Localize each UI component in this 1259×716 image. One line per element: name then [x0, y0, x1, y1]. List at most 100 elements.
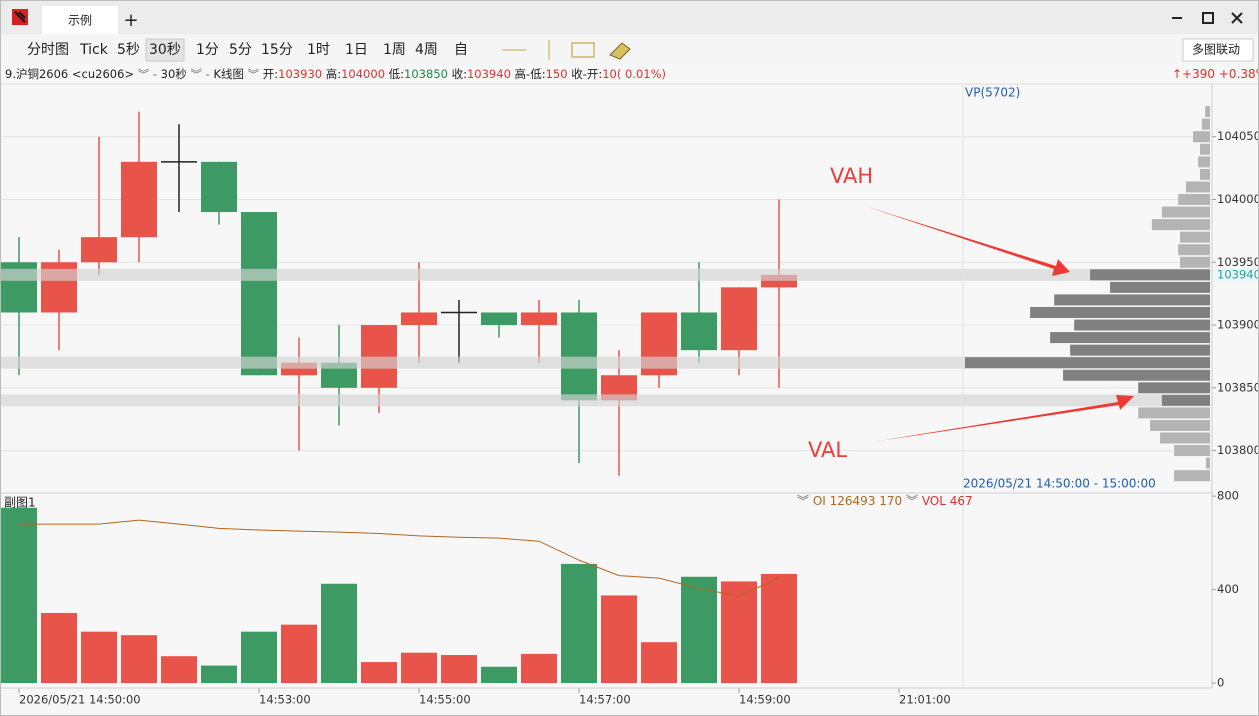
volume-bar	[201, 665, 237, 684]
candle-body	[721, 287, 757, 351]
period-button[interactable]: 5秒	[117, 42, 140, 58]
sync-button[interactable]	[1182, 38, 1254, 62]
vp-bar	[1150, 419, 1210, 431]
period-button[interactable]: 1时	[307, 42, 330, 58]
vp-bar	[1030, 306, 1210, 318]
volume-bar	[361, 662, 397, 684]
x-tick-label: 14:57:00	[579, 693, 631, 707]
vp-bar	[1110, 281, 1210, 293]
vp-label: VP(5702)	[965, 86, 1020, 100]
volume-bar	[761, 573, 797, 684]
vp-bar	[1174, 445, 1210, 457]
info-line: 9.沪铜2606 <cu2606> ︾ - 30秒 ︾ - K线图 ︾ 开:10…	[5, 67, 666, 81]
volume-bar	[521, 653, 557, 684]
period-button[interactable]: 5分	[229, 42, 252, 58]
volume-bar	[721, 581, 757, 684]
vp-bar	[1178, 244, 1210, 256]
volume-bar	[601, 595, 637, 684]
volume-chart: 0 400 800	[1, 489, 1239, 690]
period-button[interactable]: 自	[454, 42, 468, 58]
change-value: ↑+390	[1172, 67, 1215, 81]
y-tick-label: 103900	[1217, 318, 1259, 332]
vp-bar	[1178, 193, 1210, 205]
field-label: 收:	[452, 67, 467, 81]
y-tick-label: 103950	[1217, 255, 1259, 269]
eraser-tool[interactable]	[609, 42, 631, 60]
icon: ︾ -	[187, 67, 214, 81]
x-tick-label: 2026/05/21 14:50:00	[19, 693, 141, 707]
field-value: 103940	[467, 67, 511, 81]
vp-bar	[1151, 219, 1210, 231]
y-tick-label: 0	[1217, 676, 1224, 690]
symbol: 9.沪铜2606 <cu2606>	[5, 67, 134, 81]
period-button[interactable]: 4周	[415, 42, 438, 58]
legend-name: VOL	[922, 494, 946, 508]
period-button[interactable]: 1分	[196, 42, 219, 58]
candle-body	[201, 161, 237, 213]
vp-bar	[1070, 344, 1210, 356]
period-button[interactable]: 1日	[345, 42, 368, 58]
volume-bar	[401, 652, 437, 684]
tab[interactable]	[42, 6, 118, 34]
candle-body	[481, 312, 517, 326]
vp-bar	[1192, 131, 1210, 143]
legend-value: 126493 170	[830, 494, 903, 508]
period-button[interactable]: 1周	[383, 42, 406, 58]
volume-bar	[41, 612, 77, 684]
vp-bar	[1160, 432, 1210, 444]
vp-bar	[1161, 394, 1210, 406]
field-label: 高-低:	[515, 67, 546, 81]
candle-body	[361, 325, 397, 388]
vp-bar	[1090, 269, 1210, 281]
volume-bar	[1, 507, 37, 684]
volume-bar	[481, 666, 517, 684]
y-tick-label: 104050	[1217, 129, 1259, 143]
candle-body	[81, 237, 117, 263]
volume-bar	[641, 642, 677, 684]
field-value: 150	[546, 67, 568, 81]
period-button[interactable]: 分时图	[27, 42, 69, 58]
field-label: 低:	[389, 67, 404, 81]
change: ↑+390 +0.38%	[1172, 67, 1259, 81]
vp-bar	[1161, 206, 1210, 218]
last-price: 103940	[1217, 267, 1259, 281]
icon: ︾ -	[134, 67, 161, 81]
vp-bar	[1074, 319, 1210, 331]
x-tick-label: 21:01:00	[899, 693, 951, 707]
volume-bar	[81, 631, 117, 684]
title-bar	[0, 0, 1259, 34]
y-tick-label: 103850	[1217, 380, 1259, 394]
sync-label[interactable]: 多图联动	[1192, 43, 1240, 57]
field-label: 收-开:	[571, 67, 602, 81]
vp-bar	[965, 357, 1210, 369]
close[interactable]	[1231, 12, 1243, 24]
rect-tool[interactable]	[571, 42, 595, 58]
vah-band	[0, 268, 1210, 281]
vp-bar	[1180, 231, 1210, 243]
field-value: 103930	[278, 67, 322, 81]
field-value: 103850	[404, 67, 448, 81]
volume-bar	[281, 624, 317, 684]
period-button[interactable]: Tick	[79, 42, 109, 58]
vp-bar	[1180, 256, 1210, 268]
poc-band	[0, 356, 1210, 369]
vp-bar	[1174, 470, 1210, 482]
field-value: 10( 0.01%)	[602, 67, 666, 81]
add-tab[interactable]: +	[123, 10, 138, 31]
maximize[interactable]	[1202, 12, 1214, 24]
period-button[interactable]: 15分	[261, 42, 293, 58]
legend-icon: ︾	[797, 494, 813, 508]
volume-bar	[241, 631, 277, 684]
logo-mark	[14, 11, 26, 23]
chart-kind: K线图	[213, 67, 244, 81]
selected-period	[145, 38, 185, 62]
x-tick-label: 14:53:00	[259, 693, 311, 707]
vp-bar	[1200, 168, 1210, 180]
tab-label[interactable]: 示例	[68, 14, 92, 28]
val-band	[0, 394, 1210, 407]
legend-name: OI	[813, 494, 826, 508]
period-button[interactable]: 30秒	[149, 42, 181, 58]
